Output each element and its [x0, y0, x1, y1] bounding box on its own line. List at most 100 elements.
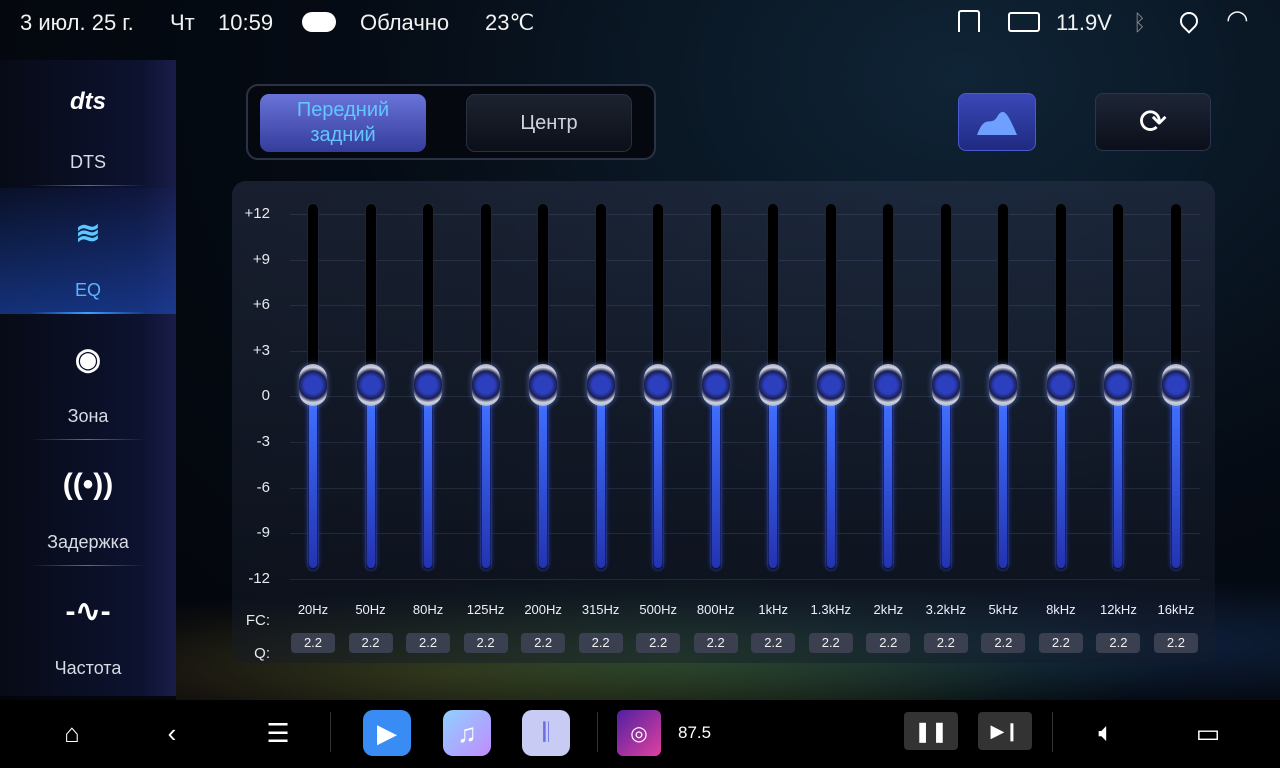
sidebar-item-eq[interactable]: ≋ EQ — [0, 188, 176, 314]
slider-knob[interactable] — [816, 364, 845, 406]
weekday: Чт — [170, 10, 195, 35]
grid-line — [290, 396, 1200, 398]
band-frequency: 315Hz — [581, 602, 620, 617]
grid-line — [290, 350, 1200, 352]
slider-knob[interactable] — [931, 364, 960, 406]
reset-button[interactable]: ⟳ — [1095, 93, 1211, 151]
screen-button[interactable]: ▭ — [1195, 717, 1221, 748]
band-q-value[interactable]: 2.2 — [406, 633, 451, 653]
sidebar-item-label: Задержка — [47, 532, 129, 552]
y-axis-label: +9 — [252, 250, 270, 268]
slider-knob[interactable] — [586, 364, 615, 406]
slider-knob[interactable] — [874, 364, 903, 406]
weather: Облачно — [360, 10, 450, 35]
slider-fill — [999, 399, 1008, 568]
sidebar-item-frequency[interactable]: -∿- Частота — [0, 566, 176, 692]
slider-knob[interactable] — [414, 364, 443, 406]
band-q-value[interactable]: 2.2 — [751, 633, 796, 653]
slider-knob[interactable] — [989, 364, 1018, 406]
slider-fill — [596, 399, 605, 568]
slider-knob[interactable] — [701, 364, 730, 406]
tab-front-rear[interactable]: Передний задний — [260, 94, 426, 152]
grid-line — [290, 305, 1200, 307]
band-frequency: 800Hz — [696, 602, 735, 617]
band-q-value[interactable]: 2.2 — [463, 633, 508, 653]
slider-knob[interactable] — [529, 364, 558, 406]
voice-app-button[interactable]: 𝄃 — [522, 710, 570, 756]
battery-icon — [1008, 12, 1040, 32]
y-axis-label: +12 — [244, 205, 270, 222]
slider-knob[interactable] — [356, 364, 385, 406]
slider-knob[interactable] — [644, 364, 673, 406]
band-q-value[interactable]: 2.2 — [981, 633, 1026, 653]
next-button[interactable]: ▶❙ — [978, 712, 1032, 750]
band-frequency: 3.2kHz — [925, 602, 967, 617]
menu-button[interactable]: ☰ — [266, 717, 290, 748]
grid-line — [290, 578, 1200, 580]
slider-knob[interactable] — [1046, 364, 1075, 406]
curve-icon — [977, 111, 1017, 135]
band-q-value[interactable]: 2.2 — [866, 633, 911, 653]
sidebar-item-label: Зона — [67, 406, 109, 426]
band-frequency: 16kHz — [1157, 602, 1195, 617]
tab-center[interactable]: Центр — [466, 94, 632, 152]
band-q-value[interactable]: 2.2 — [808, 633, 853, 653]
video-app-button[interactable]: ▶ — [363, 710, 411, 756]
slider-knob[interactable] — [1161, 364, 1190, 406]
volume-button[interactable]: 🔈︎ — [1098, 717, 1114, 747]
slider-fill — [884, 399, 893, 568]
radio-frequency: 87.5 — [678, 723, 712, 742]
band-q-value[interactable]: 2.2 — [1038, 633, 1083, 653]
slider-knob[interactable] — [1104, 364, 1133, 406]
band-q-value[interactable]: 2.2 — [1096, 633, 1141, 653]
slider-fill — [309, 399, 317, 568]
band-frequency: 1kHz — [758, 602, 789, 617]
slider-fill — [1056, 399, 1065, 568]
slider-knob[interactable] — [759, 364, 788, 406]
band-frequency: 8kHz — [1046, 602, 1076, 617]
band-q-value[interactable]: 2.2 — [1153, 633, 1198, 653]
slider-knob[interactable] — [471, 364, 500, 406]
home-button[interactable]: ⌂ — [64, 717, 80, 748]
sidebar-item-dts[interactable]: dts DTS — [0, 60, 176, 186]
time: 10:59 — [218, 10, 274, 35]
fc-label: FC: — [245, 612, 270, 629]
radio-cover[interactable]: ◎ — [617, 710, 661, 756]
band-frequency: 80Hz — [412, 602, 444, 617]
dts-logo: dts — [70, 88, 106, 115]
music-app-button[interactable]: ♫ — [443, 710, 491, 756]
band-q-value[interactable]: 2.2 — [923, 633, 968, 653]
back-button[interactable]: ‹ — [167, 717, 177, 748]
band-frequency: 200Hz — [524, 602, 562, 617]
eq-curve-button[interactable] — [958, 93, 1036, 151]
y-axis-label: 0 — [261, 387, 270, 405]
frequency-icon: -∿- — [65, 595, 111, 628]
slider-knob[interactable] — [299, 364, 327, 406]
y-axis-label: -3 — [256, 433, 270, 450]
pause-button[interactable]: ❚❚ — [904, 712, 958, 750]
slider-fill — [539, 399, 548, 568]
slider-fill — [366, 399, 375, 568]
y-axis-label: -9 — [256, 524, 270, 542]
band-frequency: 20Hz — [297, 602, 329, 617]
band-q-value[interactable]: 2.2 — [348, 633, 393, 653]
refresh-icon: ⟳ — [1138, 103, 1168, 141]
sidebar-item-zone[interactable]: ◉ Зона — [0, 314, 176, 440]
slider-fill — [769, 399, 778, 568]
sidebar-item-delay[interactable]: ((•)) Задержка — [0, 440, 176, 566]
status-bar: 3 июл. 25 г. Чт 10:59 Облачно 23℃ 11.9V … — [0, 0, 1280, 46]
band-q-value[interactable]: 2.2 — [521, 633, 566, 653]
band-q-value[interactable]: 2.2 — [636, 633, 681, 653]
band-q-value[interactable]: 2.2 — [693, 633, 738, 653]
eq-icon: ≋ — [75, 217, 101, 250]
band-frequency: 5kHz — [988, 602, 1019, 617]
sidebar-item-label: EQ — [74, 280, 101, 300]
y-axis-label: +3 — [252, 341, 270, 359]
band-frequency: 12kHz — [1099, 602, 1137, 617]
band-frequency: 1.3kHz — [810, 602, 851, 617]
band-frequency: 50Hz — [355, 602, 386, 617]
q-label: Q: — [254, 645, 270, 662]
slider-fill — [711, 399, 720, 568]
band-q-value[interactable]: 2.2 — [578, 633, 623, 653]
band-q-value[interactable]: 2.2 — [291, 633, 335, 653]
